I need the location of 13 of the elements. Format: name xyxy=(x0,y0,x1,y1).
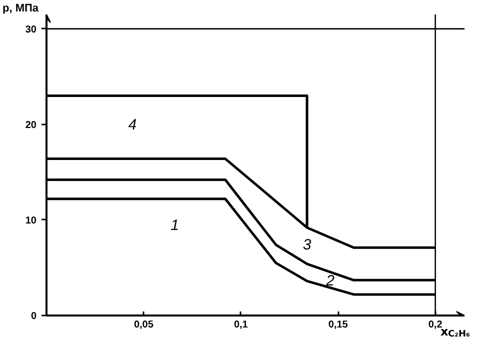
x-tick-label: 0,2 xyxy=(428,320,443,330)
y-tick-label: 10 xyxy=(25,215,37,226)
y-tick-label: 0 xyxy=(30,311,37,322)
series-label: 4 xyxy=(128,116,137,134)
series-label: 1 xyxy=(170,217,179,234)
y-tick-label: 20 xyxy=(25,120,37,131)
x-tick-label: 0,15 xyxy=(328,320,348,330)
series-label: 2 xyxy=(325,272,336,290)
y-axis-title: p, МПа xyxy=(2,2,40,14)
x-tick-label: 0,05 xyxy=(134,320,154,330)
series-label: 3 xyxy=(302,236,312,254)
x-tick-label: 0,1 xyxy=(234,320,248,330)
y-tick-label: 30 xyxy=(25,24,37,36)
